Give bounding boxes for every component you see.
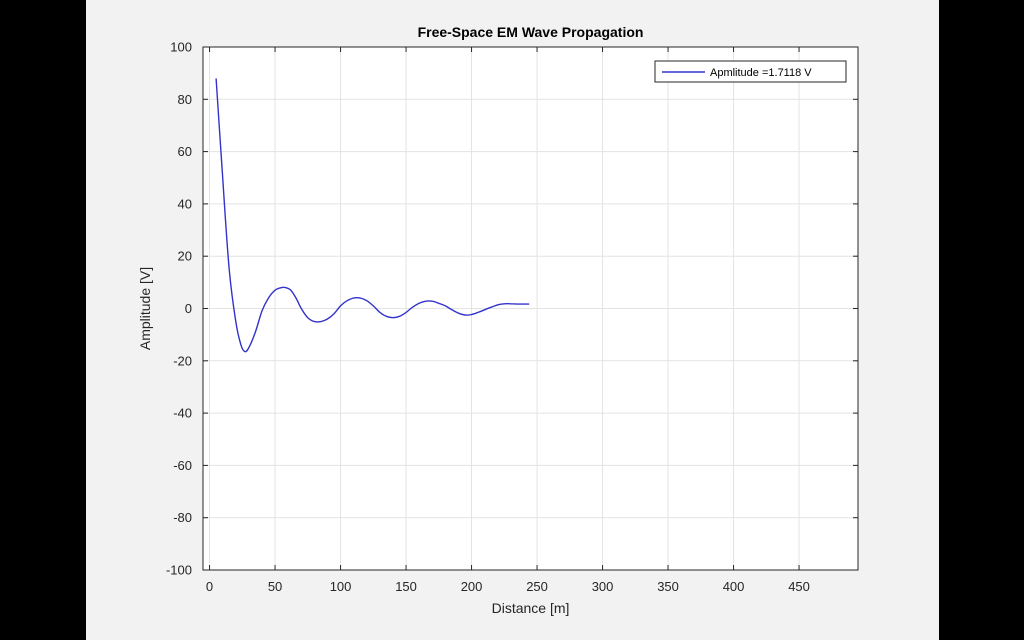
plot-area-group <box>202 46 859 571</box>
y-tick-label: -80 <box>173 510 192 525</box>
x-tick-label: 0 <box>206 579 213 594</box>
legend: Apmlitude =1.7118 V <box>654 60 847 83</box>
y-tick-label: 0 <box>185 301 192 316</box>
legend-box <box>654 60 847 83</box>
y-axis-label: Amplitude [V] <box>137 267 153 350</box>
grid-lines <box>203 46 858 571</box>
x-tick-label: 50 <box>268 579 282 594</box>
x-tick-label: 400 <box>723 579 745 594</box>
y-tick-label: 100 <box>170 40 192 55</box>
x-axis-label: Distance [m] <box>492 600 570 616</box>
x-tick-label: 150 <box>395 579 417 594</box>
legend-entry-label: Apmlitude =1.7118 V <box>710 67 812 79</box>
x-tick-label: 300 <box>592 579 614 594</box>
x-tick-label: 250 <box>526 579 548 594</box>
series-line <box>215 78 530 353</box>
x-tick-label: 450 <box>788 579 810 594</box>
x-tick-label: 100 <box>330 579 352 594</box>
tick-marks <box>203 46 858 571</box>
y-tick-label: -40 <box>173 406 192 421</box>
y-tick-label: 40 <box>178 196 192 211</box>
y-tick-label: -60 <box>173 458 192 473</box>
x-tick-label: 200 <box>461 579 483 594</box>
x-tick-label: 350 <box>657 579 679 594</box>
y-tick-label: -20 <box>173 353 192 368</box>
x-tick-labels: 0 50 100 150 200 250 300 350 400 450 <box>206 579 810 594</box>
y-tick-label: -100 <box>166 563 192 578</box>
y-tick-label: 80 <box>178 92 192 107</box>
y-tick-label: 20 <box>178 249 192 264</box>
chart-title: Free-Space EM Wave Propagation <box>418 24 644 40</box>
series-group <box>215 78 530 353</box>
y-tick-labels: -100 -80 -60 -40 -20 0 20 40 60 80 100 <box>166 40 192 578</box>
y-tick-label: 60 <box>178 144 192 159</box>
